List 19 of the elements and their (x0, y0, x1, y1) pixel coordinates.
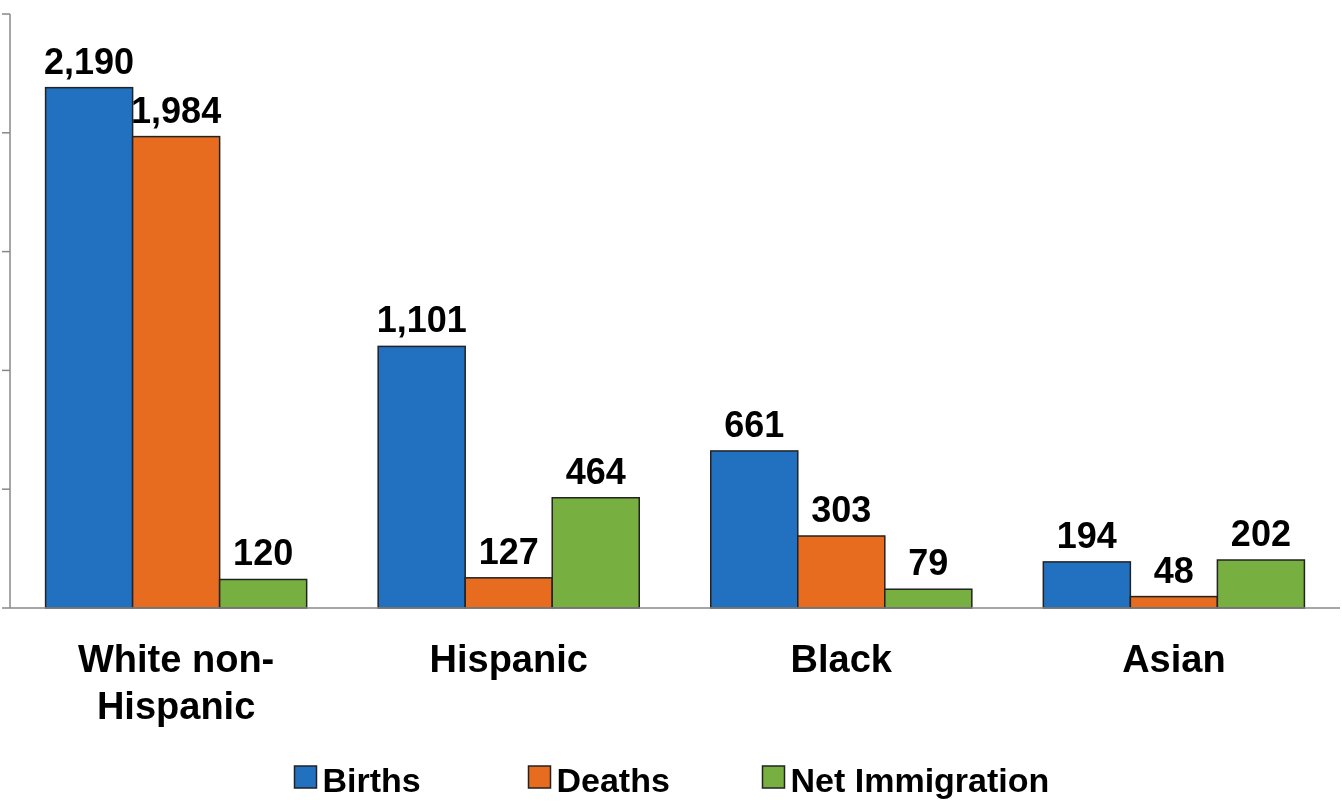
x-tick-label: Black (790, 638, 893, 680)
data-label: 48 (1153, 549, 1194, 591)
data-label: 202 (1230, 513, 1291, 554)
data-label: 464 (565, 450, 626, 492)
data-label: 303 (811, 489, 872, 531)
data-label: 1,984 (131, 89, 222, 131)
x-tick-label: White non-Hispanic (77, 638, 275, 727)
data-label: 1,101 (376, 299, 467, 341)
legend-label: Net Immigration (790, 761, 1050, 799)
data-label: 2,190 (44, 40, 135, 82)
data-label: 661 (724, 403, 785, 445)
data-label: 127 (478, 530, 539, 572)
legend-label: Births (322, 761, 421, 799)
x-tick-label: Asian (1122, 638, 1226, 680)
data-label: 120 (233, 532, 294, 574)
data-label: 79 (908, 542, 949, 584)
legend-label: Deaths (556, 761, 670, 799)
x-tick-label: Hispanic (429, 638, 588, 680)
data-label: 194 (1056, 514, 1117, 556)
